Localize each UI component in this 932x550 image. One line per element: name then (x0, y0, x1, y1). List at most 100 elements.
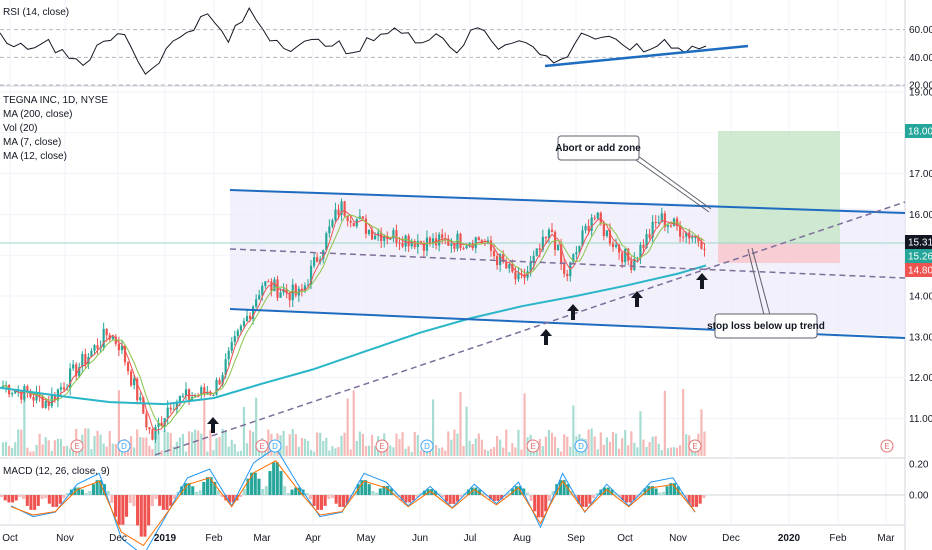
volume-bar (108, 431, 111, 456)
macd-bar (14, 495, 18, 501)
volume-bar (297, 446, 300, 456)
macd-bar (158, 495, 162, 506)
macd-bar (654, 488, 658, 495)
macd-bar (580, 495, 585, 507)
candle (428, 236, 432, 247)
macd-bar (224, 495, 228, 501)
candle (682, 231, 685, 242)
macd-bar (213, 481, 217, 495)
study-volume: Vol (20) (3, 123, 38, 134)
volume-bar (20, 429, 23, 456)
candle (306, 279, 310, 287)
macd-bar (84, 493, 88, 495)
volume-bar (160, 450, 163, 456)
macd-bar (312, 495, 316, 506)
stop-loss-callout[interactable]: stop loss below up trend (707, 247, 825, 339)
macd-bar (514, 486, 518, 495)
up-trend-line[interactable] (154, 201, 906, 456)
time-axis-tick: Oct (617, 533, 633, 544)
time-axis-tick: Oct (2, 533, 18, 544)
volume-bar (221, 428, 224, 456)
volume-bar (14, 442, 17, 456)
candle (181, 393, 185, 399)
candle (474, 236, 477, 254)
macd-bar (242, 489, 246, 495)
macd-bar (687, 495, 691, 504)
volume-bar (639, 411, 642, 456)
channel-upper-line[interactable] (229, 189, 906, 214)
volume-bar (669, 447, 673, 456)
abort-zone-callout[interactable]: Abort or add zone (555, 135, 712, 213)
candle (370, 226, 374, 241)
volume-bar (663, 390, 666, 456)
volume-bar (450, 439, 453, 456)
candle (398, 237, 401, 251)
macd-bar (172, 495, 176, 499)
macd-bar (95, 480, 99, 495)
volume-bar (517, 429, 520, 456)
candle (187, 388, 191, 406)
candle (20, 390, 23, 404)
mid-trend-line[interactable] (229, 248, 906, 279)
candle (218, 377, 221, 386)
svg-text:E: E (530, 442, 535, 451)
svg-text:D: D (424, 442, 430, 451)
earnings-icon: E (375, 439, 389, 453)
macd-bar (143, 495, 147, 537)
volume-bar (215, 438, 218, 456)
volume-bar (462, 446, 465, 456)
ma-7-line (2, 209, 705, 432)
macd-bar (562, 480, 566, 495)
macd-bar (128, 495, 132, 503)
macd-bar (47, 495, 51, 504)
time-axis-tick: 2020 (778, 533, 801, 544)
volume-bar (480, 439, 483, 456)
volume-bar (605, 437, 608, 456)
svg-text:E: E (259, 442, 264, 451)
candle (483, 238, 486, 247)
macd-bar (341, 495, 346, 507)
volume-bar (99, 434, 102, 456)
volume-bar (682, 389, 685, 456)
macd-bar (658, 492, 662, 495)
rsi-axis-tick: 20.00 (909, 81, 932, 92)
volume-bar (505, 429, 508, 456)
price-axis-tick: 14.00 (909, 292, 932, 303)
volume-bar (248, 430, 252, 456)
macd-bar (614, 493, 618, 495)
rsi-trend-line[interactable] (544, 44, 749, 68)
volume-bar (483, 449, 486, 456)
macd-bar (566, 484, 570, 495)
macd-bar (286, 493, 290, 495)
volume-bar (32, 451, 35, 456)
macd-bar (36, 495, 40, 506)
volume-bar (306, 440, 310, 456)
candle (102, 322, 105, 351)
candle (133, 374, 136, 390)
volume-bar (93, 435, 96, 456)
macd-bar (525, 492, 529, 495)
volume-bar (181, 433, 185, 456)
volume-bar (560, 451, 563, 456)
candle (23, 384, 26, 403)
volume-bar (72, 446, 75, 456)
macd-bar (29, 495, 33, 510)
volume-bar (309, 449, 313, 456)
volume-bar (285, 445, 288, 456)
macd-bar (154, 495, 158, 499)
volume-bar (614, 433, 618, 456)
candle (657, 215, 660, 225)
candle (291, 278, 294, 308)
volume-bar (654, 436, 657, 456)
volume-bar (541, 446, 544, 456)
time-axis-tick: Apr (305, 533, 321, 544)
volume-bar (611, 432, 615, 456)
candle (480, 238, 483, 244)
macd-bar (448, 495, 452, 504)
candle (563, 258, 566, 278)
macd-bar (91, 484, 96, 495)
macd-bar (220, 495, 224, 497)
volume-bar (456, 433, 459, 456)
volume-bar (703, 431, 706, 456)
